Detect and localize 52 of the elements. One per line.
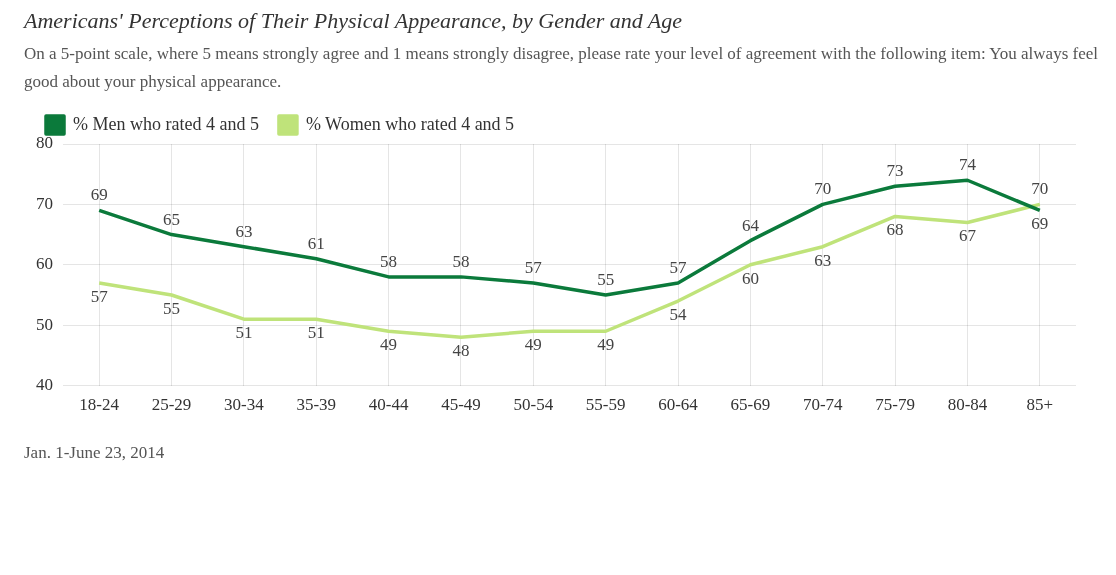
data-label: 49 bbox=[597, 335, 615, 355]
x-tick-label: 70-74 bbox=[802, 395, 844, 415]
y-tick-label: 50 bbox=[36, 314, 53, 334]
data-label: 70 bbox=[814, 179, 832, 199]
text: Jan. 1-June 23, 2014 bbox=[24, 442, 166, 464]
data-label: 63 bbox=[814, 250, 832, 270]
data-label: 57 bbox=[90, 286, 109, 306]
legend-label: % Women who rated 4 and 5 bbox=[305, 113, 515, 134]
y-tick-label: 70 bbox=[36, 193, 53, 213]
data-label: 65 bbox=[163, 209, 181, 229]
y-tick-label: 80 bbox=[36, 133, 53, 153]
data-label: 69 bbox=[90, 185, 108, 205]
legend-label: % Men who rated 4 and 5 bbox=[73, 113, 259, 134]
x-tick-label: 25-29 bbox=[151, 395, 192, 415]
x-tick-label: 65-69 bbox=[730, 395, 771, 415]
x-tick-label: 40-44 bbox=[368, 395, 409, 415]
data-label: 70 bbox=[1031, 179, 1049, 199]
y-tick-label: 40 bbox=[36, 375, 53, 395]
data-label: 49 bbox=[380, 335, 398, 355]
data-label: 69 bbox=[1031, 214, 1049, 234]
x-tick-label: 80-84 bbox=[947, 395, 988, 415]
data-label: 64 bbox=[741, 215, 760, 235]
chart-subtitle: On a 5-point scale, where 5 means strongly agree and 1 means strongly disagree, please rate your level of agreement with the following item: You always feel good about your physical appearance. bbox=[24, 43, 1099, 93]
data-label: 73 bbox=[886, 161, 904, 181]
data-label: 74 bbox=[958, 155, 977, 175]
x-tick-label: 18-24 bbox=[79, 395, 120, 415]
data-label: 48 bbox=[452, 341, 470, 361]
x-tick-label: 50-54 bbox=[513, 395, 554, 415]
data-label: 58 bbox=[380, 251, 398, 271]
data-label: 58 bbox=[452, 251, 470, 271]
x-tick-label: 30-34 bbox=[224, 395, 265, 415]
x-tick-label: 85+ bbox=[1026, 395, 1054, 415]
data-label: 49 bbox=[524, 335, 542, 355]
data-label: 51 bbox=[235, 323, 253, 343]
data-label: 68 bbox=[886, 220, 904, 240]
data-label: 67 bbox=[958, 226, 977, 246]
data-label: 61 bbox=[307, 233, 325, 253]
x-tick-label: 45-49 bbox=[441, 395, 481, 415]
data-label: 63 bbox=[235, 221, 253, 241]
x-tick-label: 55-59 bbox=[585, 395, 626, 415]
data-label: 55 bbox=[597, 269, 615, 289]
data-label: 54 bbox=[669, 305, 688, 325]
x-tick-label: 35-39 bbox=[296, 395, 337, 415]
data-label: 57 bbox=[524, 257, 543, 277]
data-label: 60 bbox=[741, 268, 759, 288]
chart-title: Americans' Perceptions of Their Physical Appearance, by Gender and Age bbox=[24, 8, 684, 34]
data-label: 57 bbox=[669, 257, 688, 277]
x-tick-label: 60-64 bbox=[658, 395, 699, 415]
x-tick-label: 75-79 bbox=[875, 395, 915, 415]
data-label: 55 bbox=[163, 298, 181, 318]
data-label: 51 bbox=[307, 323, 325, 343]
y-tick-label: 60 bbox=[36, 254, 53, 274]
